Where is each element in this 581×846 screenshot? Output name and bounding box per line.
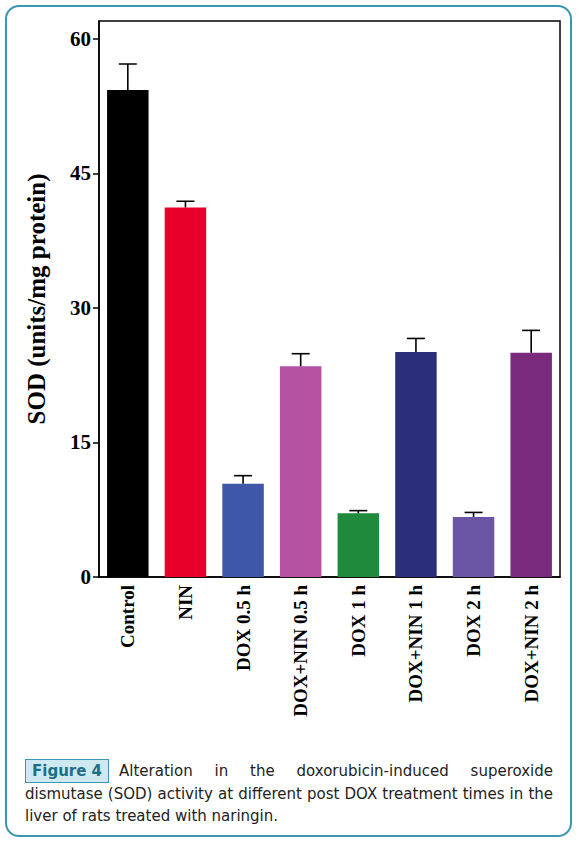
svg-text:45: 45	[70, 161, 91, 185]
svg-text:15: 15	[70, 430, 91, 454]
svg-text:60: 60	[70, 27, 91, 51]
svg-text:DOX 0.5 h: DOX 0.5 h	[233, 585, 254, 671]
svg-text:0: 0	[81, 565, 92, 589]
svg-text:DOX+NIN 0.5 h: DOX+NIN 0.5 h	[290, 585, 311, 717]
svg-text:Control: Control	[117, 585, 138, 648]
svg-text:DOX 2 h: DOX 2 h	[463, 585, 484, 657]
svg-text:SOD (units/mg protein): SOD (units/mg protein)	[23, 174, 51, 425]
html-text:Figure 4: Figure 4	[32, 762, 102, 780]
svg-text:DOX 1 h: DOX 1 h	[348, 585, 369, 657]
svg-text:NIN: NIN	[175, 585, 196, 620]
svg-text:DOX+NIN 2 h: DOX+NIN 2 h	[521, 585, 542, 703]
svg-text:30: 30	[70, 296, 91, 320]
svg-text:DOX+NIN 1 h: DOX+NIN 1 h	[405, 585, 426, 703]
html-text:Alteration in the doxorubicin-: Alteration in the doxorubicin-induced su…	[25, 762, 553, 825]
